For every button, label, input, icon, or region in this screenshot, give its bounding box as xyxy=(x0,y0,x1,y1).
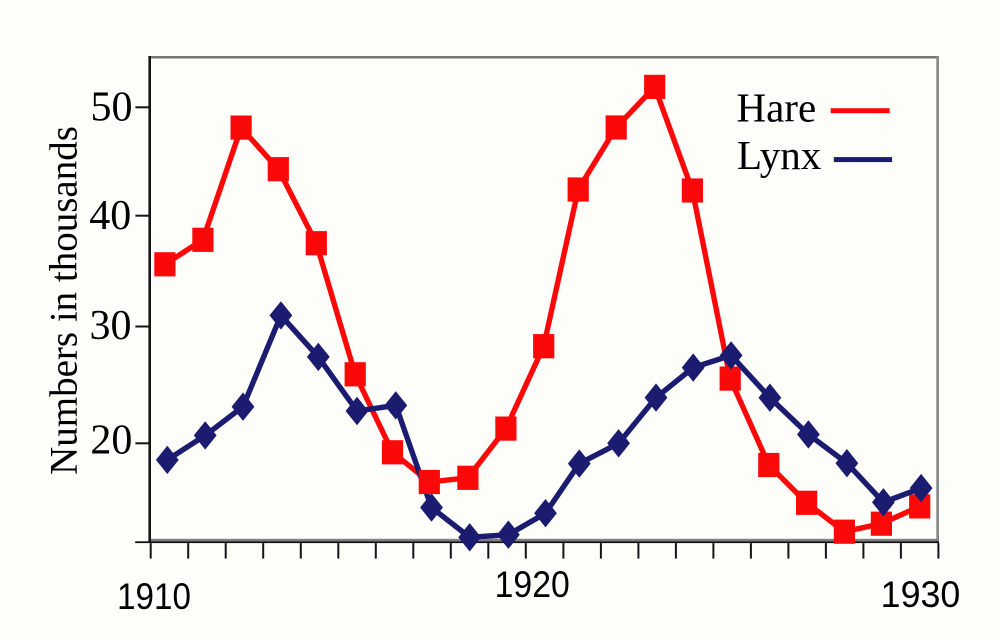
svg-text:40: 40 xyxy=(89,193,131,239)
svg-text:Numbers in thousands: Numbers in thousands xyxy=(43,126,86,475)
svg-text:1930: 1930 xyxy=(881,573,961,615)
svg-text:1910: 1910 xyxy=(117,575,191,617)
svg-text:Lynx: Lynx xyxy=(737,132,821,178)
svg-text:30: 30 xyxy=(90,303,132,349)
svg-text:20: 20 xyxy=(90,418,132,464)
svg-text:1920: 1920 xyxy=(495,563,570,605)
svg-text:50: 50 xyxy=(91,85,133,131)
svg-text:Hare: Hare xyxy=(737,85,817,131)
